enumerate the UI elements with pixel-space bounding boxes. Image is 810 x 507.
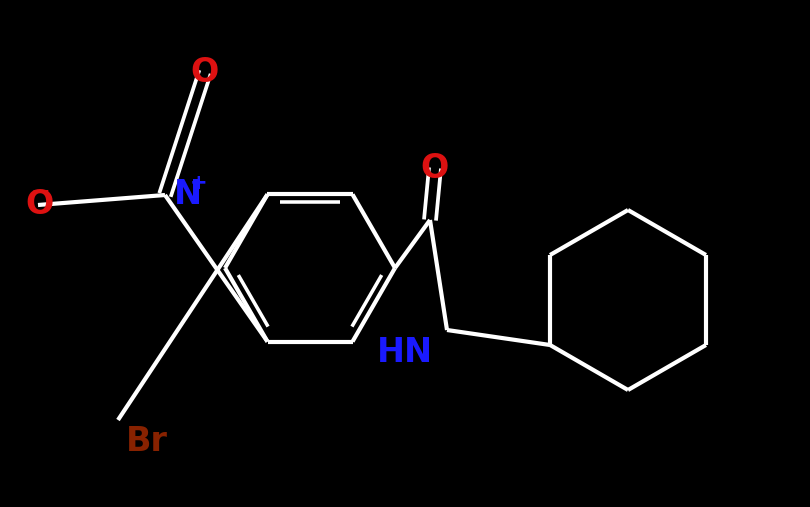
Text: N: N (174, 178, 202, 211)
Text: HN: HN (377, 336, 433, 369)
Text: −: − (30, 179, 50, 203)
Text: O: O (26, 189, 54, 222)
Text: O: O (421, 152, 449, 185)
Text: +: + (190, 173, 208, 193)
Text: Br: Br (126, 425, 168, 458)
Text: O: O (191, 55, 220, 89)
